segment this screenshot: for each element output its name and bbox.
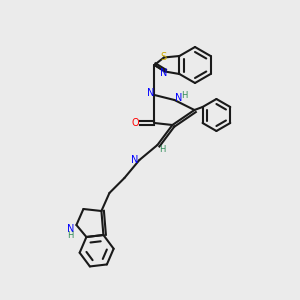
Text: N: N xyxy=(160,68,168,77)
Text: H: H xyxy=(67,232,74,241)
Text: O: O xyxy=(132,118,139,128)
Text: N: N xyxy=(175,93,182,103)
Text: N: N xyxy=(147,88,154,98)
Text: S: S xyxy=(161,52,167,61)
Text: H: H xyxy=(181,92,188,100)
Text: H: H xyxy=(159,146,166,154)
Text: N: N xyxy=(131,155,138,165)
Text: N: N xyxy=(67,224,74,234)
